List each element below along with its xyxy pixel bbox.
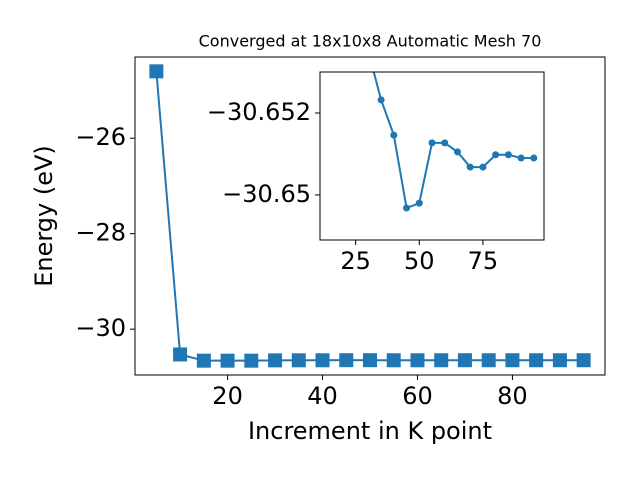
marker	[517, 154, 525, 162]
marker	[434, 353, 449, 368]
y-tick-label: −30	[75, 314, 126, 342]
marker	[173, 347, 188, 362]
y-tick-label: −26	[75, 123, 126, 151]
marker	[196, 353, 211, 368]
plot-frame	[319, 71, 545, 241]
plot-group	[372, 72, 538, 212]
x-tick-label: 40	[307, 382, 338, 410]
x-tick-label: 75	[468, 247, 499, 275]
marker	[481, 353, 496, 368]
marker	[466, 163, 474, 171]
marker	[363, 353, 377, 368]
x-tick-label: 80	[497, 382, 528, 410]
marker	[530, 154, 538, 162]
marker	[453, 148, 461, 156]
marker	[315, 353, 330, 368]
chart-title: Converged at 18x10x8 Automatic Mesh 70	[199, 32, 542, 51]
x-tick-label: 20	[212, 382, 243, 410]
y-axis-label: Energy (eV)	[30, 145, 58, 287]
marker	[149, 64, 164, 79]
marker	[457, 353, 472, 368]
marker	[415, 199, 423, 207]
x-axis-label: Increment in K point	[248, 417, 492, 445]
marker	[529, 353, 544, 368]
marker	[220, 353, 235, 368]
x-tick-label: 60	[402, 382, 433, 410]
marker	[552, 353, 567, 368]
marker	[505, 353, 520, 368]
marker	[504, 151, 512, 159]
y-tick-label: −30.65	[222, 180, 311, 208]
marker	[492, 151, 500, 159]
marker	[410, 353, 425, 368]
plot-group	[149, 64, 591, 368]
plot-frame	[134, 56, 606, 376]
marker	[377, 96, 385, 104]
marker	[244, 353, 259, 368]
marker	[403, 204, 411, 212]
marker	[479, 163, 487, 171]
marker	[291, 353, 306, 368]
marker	[339, 353, 354, 368]
x-tick-label: 50	[404, 247, 435, 275]
marker	[386, 353, 401, 368]
x-tick-label: 25	[340, 247, 371, 275]
marker	[268, 353, 283, 368]
marker	[428, 139, 436, 147]
y-tick-label: −28	[75, 219, 126, 247]
marker	[390, 131, 398, 139]
marker	[441, 139, 449, 147]
y-tick-label: −30.652	[207, 98, 311, 126]
marker	[576, 353, 591, 368]
